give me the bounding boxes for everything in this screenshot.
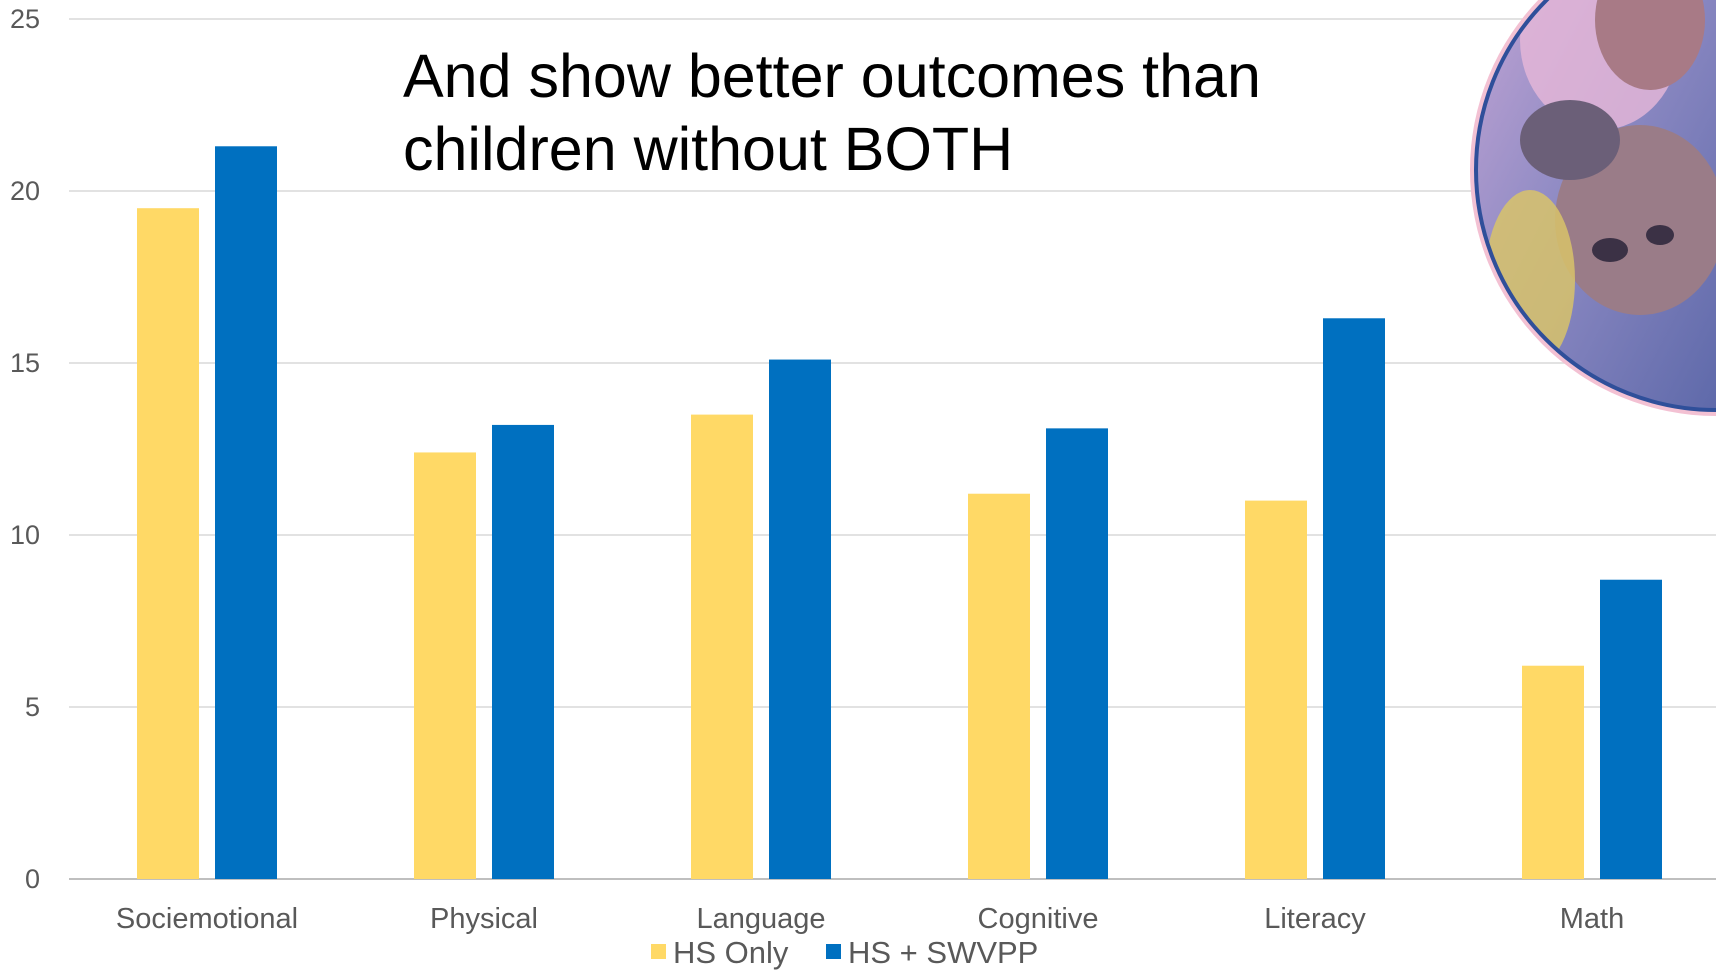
y-tick-label: 10: [10, 520, 40, 550]
y-tick-label: 5: [25, 692, 40, 722]
bar-sociemotional-hs-only: [137, 208, 199, 879]
category-label-language: Language: [696, 903, 825, 935]
children-photo-circle: [1470, 0, 1716, 416]
y-tick-label: 15: [10, 348, 40, 378]
y-tick-label: 25: [10, 4, 40, 34]
category-label-cognitive: Cognitive: [978, 903, 1099, 935]
bar-math-hs-only: [1522, 665, 1584, 879]
bar-literacy-hs-swvpp: [1323, 318, 1385, 879]
bars: [137, 146, 1662, 879]
gridlines: [69, 18, 1716, 880]
category-label-physical: Physical: [430, 903, 538, 935]
legend: HS Only HS + SWVPP: [651, 935, 1038, 970]
legend-swatch-hs-swvpp: [826, 944, 841, 959]
bar-cognitive-hs-only: [968, 493, 1030, 879]
bar-sociemotional-hs-swvpp: [215, 146, 277, 879]
category-label-math: Math: [1560, 903, 1624, 935]
bar-physical-hs-only: [414, 452, 476, 879]
bar-cognitive-hs-swvpp: [1046, 428, 1108, 879]
category-label-literacy: Literacy: [1264, 903, 1366, 935]
legend-label-hs-only: HS Only: [673, 935, 789, 970]
bar-physical-hs-swvpp: [492, 424, 554, 879]
x-axis-category-labels: Sociemotional Physical Language Cognitive Li…: [116, 903, 1624, 935]
y-axis-tick-labels: 0 5 10 15 20 25: [10, 4, 40, 894]
bar-language-hs-swvpp: [769, 359, 831, 879]
y-tick-label: 0: [25, 864, 40, 894]
category-label-sociemotional: Sociemotional: [116, 903, 298, 935]
bar-language-hs-only: [691, 414, 753, 879]
legend-label-hs-swvpp: HS + SWVPP: [848, 935, 1038, 970]
chart-title: And show better outcomes than children w…: [403, 42, 1261, 183]
bar-math-hs-swvpp: [1600, 579, 1662, 879]
y-tick-label: 20: [10, 176, 40, 206]
legend-swatch-hs-only: [651, 944, 666, 959]
bar-literacy-hs-only: [1245, 500, 1307, 879]
